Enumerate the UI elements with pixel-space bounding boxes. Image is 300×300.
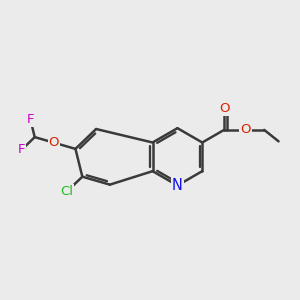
Text: F: F	[18, 143, 25, 157]
Text: O: O	[49, 136, 59, 149]
Text: Cl: Cl	[60, 185, 74, 198]
Text: O: O	[219, 102, 230, 115]
Text: O: O	[240, 123, 251, 136]
Text: N: N	[172, 178, 183, 193]
Text: F: F	[27, 113, 34, 126]
